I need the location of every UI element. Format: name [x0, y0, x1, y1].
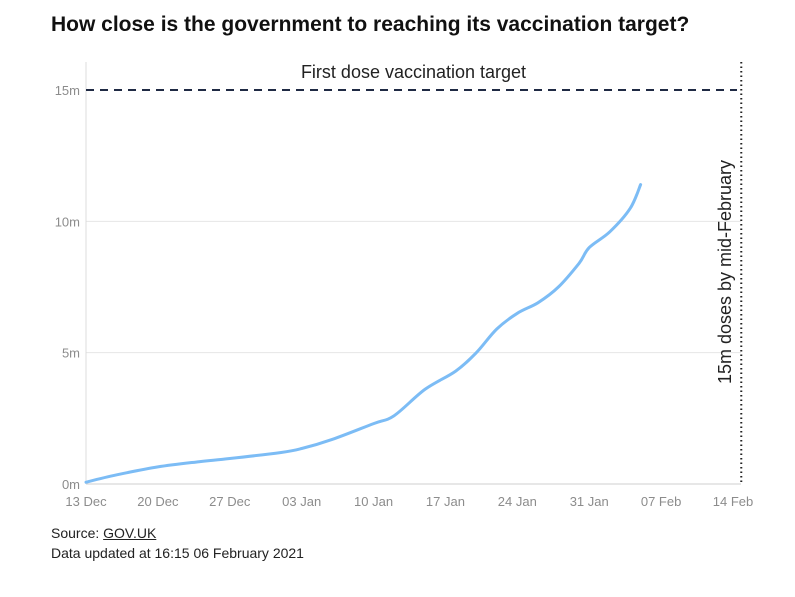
source-prefix: Source: — [51, 525, 104, 541]
axis-ticks: 0m 5m 10m 15m 13 Dec 20 Dec 27 Dec 03 Jan 10 Jan… — [55, 83, 754, 509]
x-tick-label: 17 Jan — [426, 494, 465, 509]
x-tick-label: 24 Jan — [498, 494, 537, 509]
chart-footer: Source: GOV.UK Data updated at 16:15 06 … — [51, 523, 304, 563]
x-tick-label: 31 Jan — [570, 494, 609, 509]
vaccination-series-line-0 — [84, 183, 643, 484]
x-tick-label: 03 Jan — [282, 494, 321, 509]
deadline-reference-label: 15m doses by mid-February — [715, 160, 735, 384]
x-tick-label: 20 Dec — [137, 494, 179, 509]
y-tick-label: 15m — [55, 83, 80, 98]
gridlines — [85, 62, 741, 485]
data-updated-note: Data updated at 16:15 06 February 2021 — [51, 545, 304, 561]
x-tick-label: 13 Dec — [65, 494, 107, 509]
x-tick-label: 07 Feb — [641, 494, 681, 509]
source-link[interactable]: GOV.UK — [103, 525, 157, 541]
x-tick-label: 10 Jan — [354, 494, 393, 509]
series-layer — [84, 183, 643, 484]
x-tick-label: 14 Feb — [713, 494, 753, 509]
y-tick-label: 5m — [62, 346, 80, 361]
source-line: Source: GOV.UK — [51, 523, 304, 543]
y-tick-label: 0m — [62, 477, 80, 492]
reference-lines: First dose vaccination target 15m doses b… — [86, 62, 743, 484]
chart-title: How close is the government to reaching … — [51, 13, 690, 36]
target-reference-label: First dose vaccination target — [301, 62, 526, 82]
y-tick-label: 10m — [55, 214, 80, 229]
x-tick-label: 27 Dec — [209, 494, 251, 509]
